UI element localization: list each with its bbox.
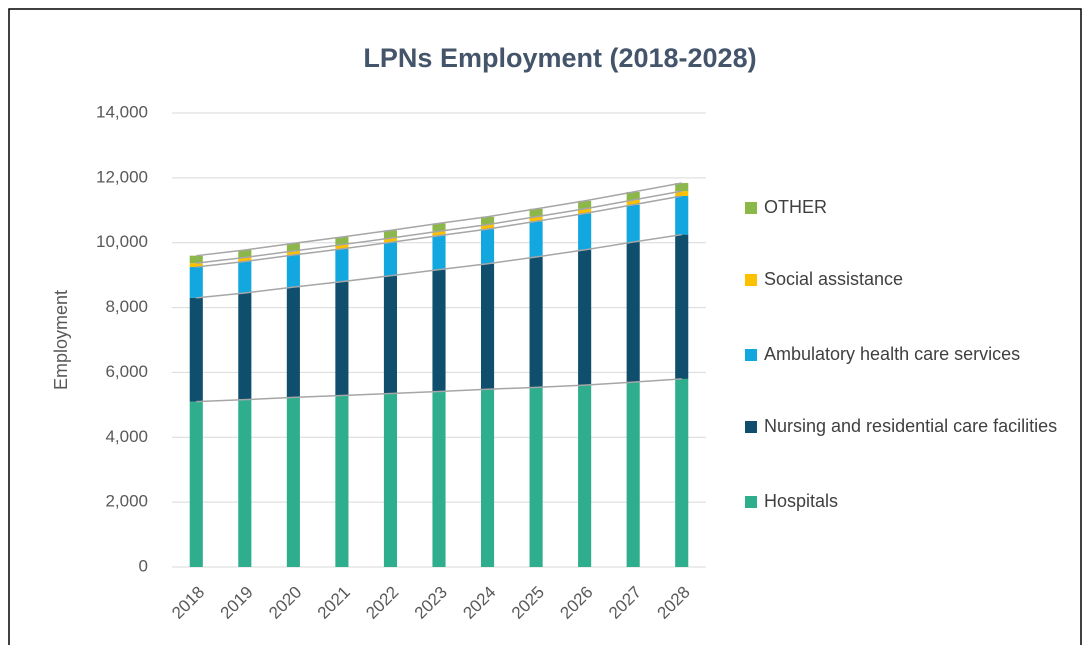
legend-label-box: Hospitals [764, 491, 839, 511]
x-tick-label: 2020 [265, 583, 305, 623]
x-tick-label: 2025 [508, 583, 548, 623]
series-line [196, 233, 682, 299]
legend-label: Nursing and residential care facilities [764, 416, 1058, 436]
bar-segment [578, 200, 592, 209]
y-tick-label: 10,000 [96, 232, 148, 251]
bar-segment [383, 242, 398, 276]
bar-segment [335, 248, 349, 282]
bar-segment [238, 292, 252, 400]
bar-segment [675, 196, 689, 235]
bar-segment [626, 242, 640, 383]
bar-segment [578, 249, 592, 386]
bar-segment [238, 399, 252, 567]
bar-segment [189, 401, 203, 567]
legend-swatch [745, 202, 757, 214]
bar-segment [432, 391, 446, 567]
legend-label: Hospitals [764, 491, 839, 511]
x-tick-label: 2026 [556, 583, 596, 623]
bar-segment [189, 263, 203, 268]
legend-label: Social assistance [764, 269, 904, 289]
x-tick-label: 2028 [654, 583, 694, 623]
bar-segment [529, 256, 543, 388]
x-tick-label: 2023 [411, 583, 451, 623]
legend-label-box: Ambulatory health care services [764, 344, 1021, 364]
legend-label-box: Social assistance [764, 269, 904, 289]
bar-segment [335, 395, 349, 567]
frame [8, 8, 1082, 645]
x-tick-label: 2019 [217, 583, 257, 623]
legend-label: Ambulatory health care services [764, 344, 1021, 364]
bar-segment [529, 387, 543, 567]
bar-segment [286, 397, 300, 567]
y-tick-label: 0 [139, 556, 148, 575]
bar-segment [675, 378, 689, 567]
bar-segment [383, 393, 398, 567]
bar-segment [432, 231, 446, 236]
bar-segment [383, 275, 398, 394]
bar-segment [335, 237, 349, 245]
x-tick-label: 2024 [459, 583, 499, 623]
y-tick-label: 8,000 [105, 297, 148, 316]
series-line [196, 190, 682, 264]
bar-segment [480, 216, 495, 225]
bar-segment [480, 263, 495, 390]
x-tick-label: 2018 [168, 583, 208, 623]
bar-segment [529, 216, 543, 222]
bar-segment [189, 267, 203, 298]
bar-segment [480, 389, 495, 567]
bar-segment [626, 191, 640, 201]
y-tick-label: 6,000 [105, 362, 148, 381]
legend-label-box: Nursing and residential care facilities [764, 416, 1058, 436]
bar-segment [529, 208, 543, 217]
bar-segment [529, 221, 543, 257]
y-tick-label: 2,000 [105, 492, 148, 511]
bar-segment [286, 287, 300, 398]
bar-segment [432, 223, 446, 232]
bar-segment [335, 244, 349, 249]
bar-segment [480, 224, 495, 230]
legend-label-box: OTHER [764, 197, 827, 217]
bar-segment [383, 230, 398, 239]
bar-segment [335, 281, 349, 396]
y-tick-label: 14,000 [96, 102, 148, 121]
bar-segment [432, 235, 446, 270]
legend-swatch [745, 274, 757, 286]
bar-segment [578, 385, 592, 567]
chart-title: LPNs Employment (2018-2028) [363, 43, 756, 73]
y-tick-label: 4,000 [105, 427, 148, 446]
x-tick-label: 2027 [605, 583, 645, 623]
bar-segment [238, 257, 252, 262]
bar-segment [626, 204, 640, 243]
bar-segment [626, 382, 640, 567]
series-line [196, 378, 682, 403]
bar-segment [189, 297, 203, 402]
bar-segment [675, 191, 689, 197]
series-line [196, 182, 682, 257]
bar-segment [432, 269, 446, 392]
bar-segment [383, 238, 398, 243]
bar-segment [238, 261, 252, 293]
y-tick-label: 12,000 [96, 167, 148, 186]
y-axis-label: Employment [51, 290, 71, 390]
bar-segment [675, 234, 689, 379]
bar-segment [238, 250, 252, 258]
legend-swatch [745, 496, 757, 508]
bar-segment [286, 255, 300, 288]
x-tick-label: 2022 [362, 583, 402, 623]
bar-segment [286, 250, 300, 256]
bar-segment [578, 213, 592, 250]
series-line [196, 195, 682, 268]
legend-label: OTHER [764, 197, 827, 217]
bar-segment [626, 200, 640, 205]
bar-segment [480, 229, 495, 264]
bar-segment [189, 255, 203, 264]
bar-segment [578, 208, 592, 214]
bar-segment [286, 243, 300, 251]
bar-segment [675, 183, 689, 192]
legend-swatch [745, 349, 757, 361]
x-tick-label: 2021 [314, 583, 354, 623]
legend-swatch [745, 421, 757, 433]
